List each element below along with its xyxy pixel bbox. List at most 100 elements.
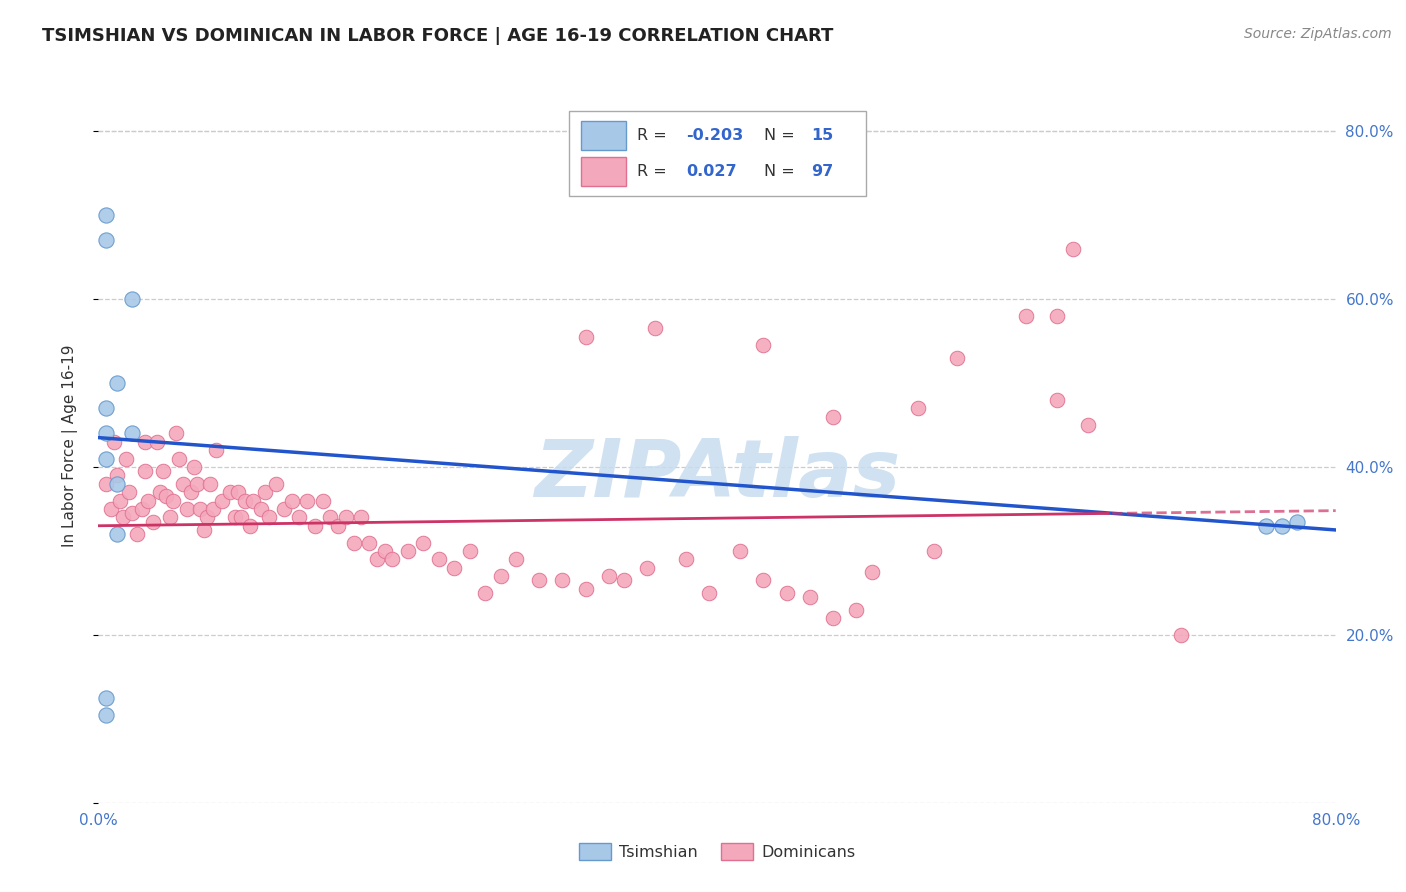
Point bbox=[319, 510, 342, 524]
FancyBboxPatch shape bbox=[581, 121, 626, 150]
Point bbox=[350, 510, 373, 524]
Point bbox=[474, 586, 496, 600]
Point bbox=[205, 443, 228, 458]
Point bbox=[312, 493, 335, 508]
Point bbox=[644, 321, 666, 335]
Point bbox=[254, 485, 277, 500]
Point bbox=[105, 527, 128, 541]
Point bbox=[845, 603, 868, 617]
Point bbox=[112, 510, 135, 524]
Point bbox=[443, 560, 465, 574]
Point bbox=[675, 552, 697, 566]
Text: 15: 15 bbox=[811, 128, 834, 143]
Point bbox=[551, 574, 574, 588]
Point bbox=[115, 451, 138, 466]
Legend: Tsimshian, Dominicans: Tsimshian, Dominicans bbox=[572, 837, 862, 866]
Point bbox=[257, 510, 280, 524]
Point bbox=[108, 493, 131, 508]
FancyBboxPatch shape bbox=[568, 111, 866, 196]
Point bbox=[776, 586, 799, 600]
Point bbox=[288, 510, 311, 524]
Point bbox=[105, 468, 128, 483]
Point bbox=[575, 330, 598, 344]
Point bbox=[201, 502, 224, 516]
Point bbox=[529, 574, 551, 588]
Text: -0.203: -0.203 bbox=[686, 128, 744, 143]
Point bbox=[183, 460, 205, 475]
Text: 97: 97 bbox=[811, 164, 834, 178]
Point bbox=[142, 515, 165, 529]
Point bbox=[575, 582, 598, 596]
Point bbox=[167, 451, 190, 466]
Point bbox=[699, 586, 721, 600]
Point bbox=[281, 493, 304, 508]
Point bbox=[304, 518, 326, 533]
Point bbox=[198, 476, 221, 491]
Point bbox=[1062, 242, 1084, 256]
Point bbox=[752, 574, 775, 588]
Point bbox=[266, 476, 288, 491]
Point bbox=[730, 544, 752, 558]
Point bbox=[180, 485, 202, 500]
Point bbox=[366, 552, 388, 566]
Point bbox=[396, 544, 419, 558]
Point bbox=[1046, 309, 1069, 323]
Point bbox=[1286, 515, 1309, 529]
Point bbox=[105, 476, 128, 491]
Point bbox=[136, 493, 159, 508]
Point bbox=[1271, 518, 1294, 533]
FancyBboxPatch shape bbox=[581, 157, 626, 186]
Point bbox=[326, 518, 350, 533]
Point bbox=[613, 574, 636, 588]
Point bbox=[96, 476, 118, 491]
Point bbox=[922, 544, 945, 558]
Point bbox=[131, 502, 153, 516]
Point bbox=[752, 338, 775, 352]
Point bbox=[96, 451, 118, 466]
Text: N =: N = bbox=[763, 164, 800, 178]
Point bbox=[152, 464, 174, 478]
Point bbox=[224, 510, 246, 524]
Point bbox=[821, 611, 844, 625]
Point bbox=[598, 569, 620, 583]
Text: 0.027: 0.027 bbox=[686, 164, 737, 178]
Point bbox=[1046, 392, 1069, 407]
Point bbox=[239, 518, 262, 533]
Point bbox=[860, 565, 883, 579]
Point bbox=[226, 485, 249, 500]
Point bbox=[907, 401, 929, 416]
Point bbox=[186, 476, 208, 491]
Point bbox=[121, 426, 143, 441]
Point bbox=[381, 552, 404, 566]
Point bbox=[176, 502, 198, 516]
Point bbox=[96, 208, 118, 222]
Point bbox=[821, 409, 844, 424]
Y-axis label: In Labor Force | Age 16-19: In Labor Force | Age 16-19 bbox=[62, 344, 77, 548]
Point bbox=[273, 502, 295, 516]
Point bbox=[149, 485, 172, 500]
Point bbox=[297, 493, 319, 508]
Text: ZIPAtlas: ZIPAtlas bbox=[534, 435, 900, 514]
Point bbox=[489, 569, 512, 583]
Point bbox=[121, 506, 143, 520]
Text: N =: N = bbox=[763, 128, 800, 143]
Point bbox=[193, 523, 215, 537]
Point bbox=[96, 401, 118, 416]
Point bbox=[173, 476, 195, 491]
Point bbox=[190, 502, 212, 516]
Point bbox=[1256, 518, 1278, 533]
Point bbox=[146, 434, 169, 449]
Point bbox=[335, 510, 357, 524]
Point bbox=[159, 510, 181, 524]
Point bbox=[505, 552, 527, 566]
Point bbox=[155, 489, 177, 503]
Point bbox=[1077, 417, 1099, 432]
Point bbox=[162, 493, 184, 508]
Point bbox=[1170, 628, 1192, 642]
Point bbox=[427, 552, 450, 566]
Point bbox=[127, 527, 149, 541]
Point bbox=[219, 485, 242, 500]
Point bbox=[96, 690, 118, 705]
Point bbox=[105, 376, 128, 390]
Point bbox=[118, 485, 141, 500]
